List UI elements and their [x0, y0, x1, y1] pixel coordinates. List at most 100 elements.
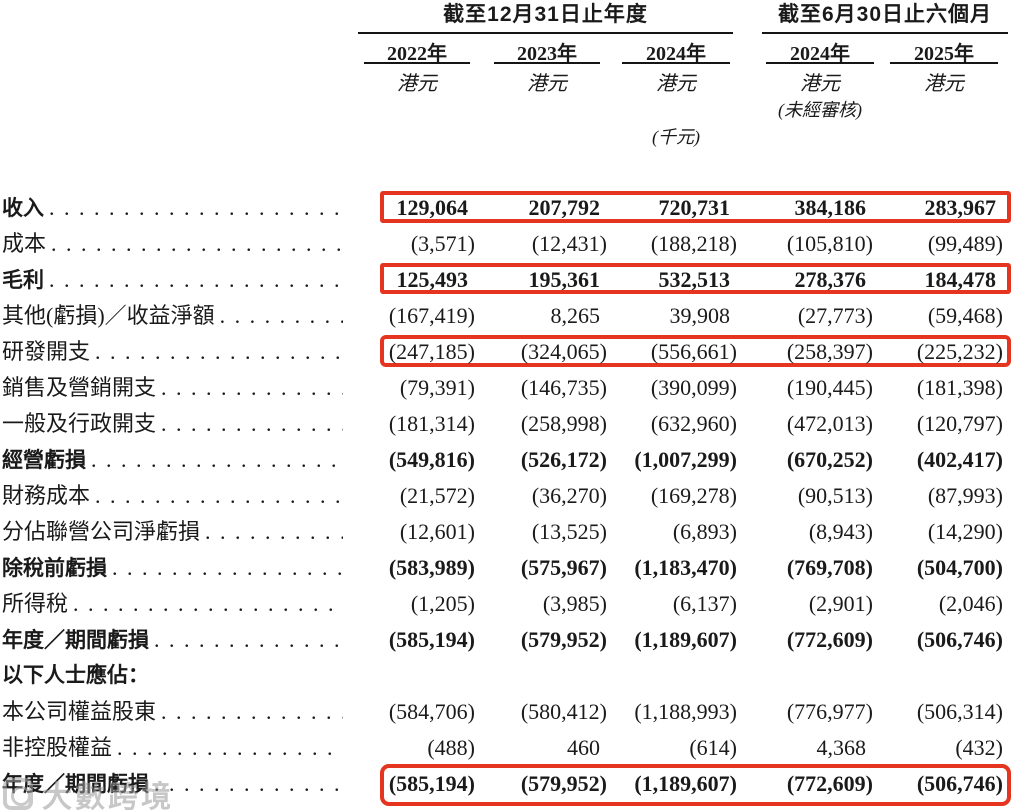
value-text: (79,391): [399, 375, 475, 400]
value-text: 125,493: [396, 267, 469, 292]
value-text: (12,431): [531, 231, 607, 256]
table-row: 除稅前虧損 (583,989) (575,967) (1,183,470) (769,7…: [0, 550, 1026, 586]
value-text: 532,513: [658, 267, 731, 292]
row-label: 非控股權益: [2, 735, 113, 760]
value-cell: 207,792: [430, 190, 601, 226]
row-label: 年度／期間虧損: [2, 773, 149, 796]
value-cell: (181,314): [298, 406, 475, 442]
value-cell: (670,252): [696, 442, 873, 478]
table-row: 其他(虧損)／收益淨額 (167,419) 8,265 39,908 (27,773) (…: [0, 298, 1026, 334]
value-cell: (169,278): [560, 478, 737, 514]
value-text: (504,700): [916, 555, 1003, 580]
value-text: (167,419): [388, 303, 475, 328]
value-cell: (90,513): [696, 478, 873, 514]
value-text: (188,218): [650, 231, 737, 256]
row-label: 分佔聯營公司淨虧損: [2, 519, 201, 544]
highlight-box: [380, 764, 1011, 806]
value-text: (776,977): [786, 699, 873, 724]
value-text: (105,810): [786, 231, 873, 256]
value-text: 39,908: [669, 303, 731, 328]
table-row: 財務成本 (21,572) (36,270) (169,278) (90,513) (87…: [0, 478, 1026, 514]
value-cell: (1,007,299): [560, 442, 737, 478]
row-label: 其他(虧損)／收益淨額: [2, 303, 215, 328]
value-text: (580,412): [520, 699, 607, 724]
value-cell: (580,412): [430, 694, 607, 730]
value-cell: (188,218): [560, 226, 737, 262]
value-text: (585,194): [388, 627, 475, 652]
value-text: 129,064: [396, 195, 469, 220]
value-cell: 4,368: [696, 730, 867, 766]
highlight-box: [380, 335, 1011, 367]
row-label: 財務成本: [2, 483, 91, 508]
value-cell: (79,391): [298, 370, 475, 406]
value-cell: (1,205): [298, 586, 475, 622]
value-text: (258,998): [520, 411, 607, 436]
value-text: 278,376: [794, 267, 867, 292]
value-cell: (105,810): [696, 226, 873, 262]
value-cell: 129,064: [298, 190, 469, 226]
currency-label: 港元: [656, 73, 696, 95]
value-cell: (27,773): [696, 298, 873, 334]
row-label-wrap: 財務成本: [2, 478, 343, 514]
value-cell: 278,376: [696, 262, 867, 298]
table-row: 年度／期間虧損 (585,194) (579,952) (1,189,607) (772…: [0, 766, 1026, 802]
value-cell: (8,943): [696, 514, 873, 550]
value-cell: (390,099): [560, 370, 737, 406]
value-text: (670,252): [786, 447, 873, 472]
value-text: (585,194): [388, 771, 475, 796]
value-cell: (12,431): [430, 226, 607, 262]
value-cell: (488): [298, 730, 475, 766]
year-label: 2022年: [387, 43, 447, 65]
column-note: (千元): [652, 127, 700, 147]
value-text: 384,186: [794, 195, 867, 220]
row-label-wrap: 除稅前虧損: [2, 550, 343, 586]
value-text: (1,205): [410, 591, 475, 616]
value-cell: (21,572): [298, 478, 475, 514]
table-row: 所得稅 (1,205) (3,985) (6,137) (2,901) (2,046): [0, 586, 1026, 622]
value-cell: (2,046): [826, 586, 1003, 622]
value-cell: (472,013): [696, 406, 873, 442]
value-cell: (432): [826, 730, 1003, 766]
value-text: (583,989): [388, 555, 475, 580]
value-text: 283,967: [924, 195, 997, 220]
value-cell: (579,952): [430, 766, 607, 802]
row-label: 經營虧損: [2, 449, 86, 472]
value-text: (181,314): [388, 411, 475, 436]
group-rule-annual: [358, 32, 733, 34]
value-cell: (579,952): [430, 622, 607, 658]
row-label-wrap: 年度／期間虧損: [2, 622, 343, 658]
value-text: (526,172): [520, 447, 607, 472]
row-label-wrap: 其他(虧損)／收益淨額: [2, 298, 343, 334]
value-cell: 384,186: [696, 190, 867, 226]
value-text: (769,708): [786, 555, 873, 580]
value-text: (772,609): [786, 627, 873, 652]
value-cell: (506,746): [826, 622, 1003, 658]
value-text: (432): [955, 735, 1003, 760]
value-text: (258,397): [786, 339, 873, 364]
row-label-wrap: 成本: [2, 226, 343, 262]
value-cell: (190,445): [696, 370, 873, 406]
row-label-wrap: 毛利: [2, 262, 343, 298]
value-cell: (2,901): [696, 586, 873, 622]
table-row: 毛利 125,493 195,361 532,513 278,376 184,478: [0, 262, 1026, 298]
value-cell: (506,314): [826, 694, 1003, 730]
currency-label: 港元: [397, 73, 437, 95]
year-underline: [766, 62, 874, 64]
value-cell: (167,419): [298, 298, 475, 334]
value-cell: (12,601): [298, 514, 475, 550]
value-cell: (402,417): [826, 442, 1003, 478]
value-text: (21,572): [399, 483, 475, 508]
value-text: (506,746): [916, 771, 1003, 796]
value-text: (36,270): [531, 483, 607, 508]
value-cell: (506,746): [826, 766, 1003, 802]
row-label: 一般及行政開支: [2, 411, 157, 436]
value-cell: 283,967: [826, 190, 997, 226]
value-cell: (1,189,607): [560, 622, 737, 658]
value-cell: (585,194): [298, 766, 475, 802]
group-rule-interim: [762, 32, 1008, 34]
value-text: (99,489): [927, 231, 1003, 256]
value-text: (190,445): [786, 375, 873, 400]
year-label: 2023年: [517, 43, 577, 65]
value-text: (1,189,607): [634, 627, 737, 652]
value-cell: 532,513: [560, 262, 731, 298]
